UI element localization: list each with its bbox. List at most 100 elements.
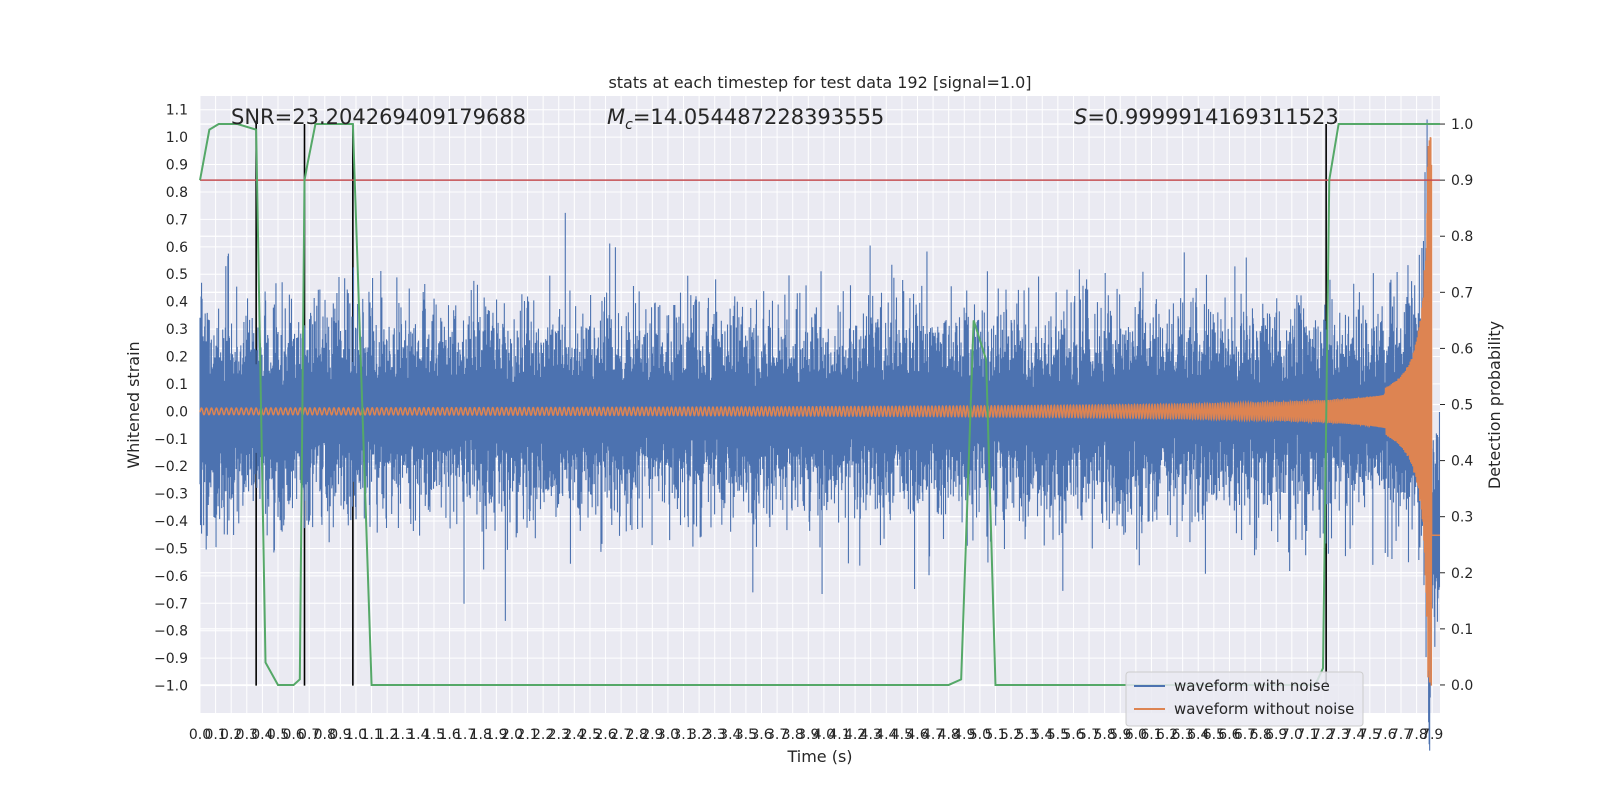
x-tick-label: 0.0 [189, 727, 211, 743]
s-value: =0.9999914169311523 [1087, 105, 1338, 129]
x-tick-label: 1.4 [407, 727, 429, 743]
x-tick-label: 3.3 [704, 727, 726, 743]
y-tick-label: −0.2 [154, 459, 188, 475]
x-tick-label: 1.9 [485, 727, 507, 743]
series-waveform-without-noise [199, 137, 1440, 686]
y-tick-label: −0.7 [154, 596, 188, 612]
x-tick-label: 1.7 [454, 727, 476, 743]
snr-annotation: SNR=23.204269409179688 [231, 105, 526, 129]
x-tick-label: 7.4 [1343, 727, 1365, 743]
x-tick-label: 0.3 [236, 727, 258, 743]
x-tick-label: 5.1 [984, 727, 1006, 743]
s-symbol: S [1074, 105, 1087, 129]
y-tick-label: 1.1 [166, 103, 188, 119]
right-y-tick-label: 0.4 [1451, 454, 1473, 470]
mc-subscript: c [625, 117, 633, 133]
right-y-tick-label: 0.3 [1451, 510, 1473, 526]
x-tick-label: 4.6 [906, 727, 928, 743]
x-tick-label: 3.8 [782, 727, 804, 743]
x-tick-label: 5.0 [969, 727, 991, 743]
chirp-mass-annotation: Mc=14.054487228393555 [607, 105, 884, 133]
x-tick-label: 2.5 [579, 727, 601, 743]
y-tick-label: −0.3 [154, 487, 188, 503]
right-y-tick-label: 0.0 [1451, 678, 1473, 694]
x-tick-label: 4.7 [922, 727, 944, 743]
x-tick-label: 6.8 [1249, 727, 1271, 743]
y-tick-label: −0.6 [154, 569, 188, 585]
y-tick-label: −1.0 [154, 679, 188, 695]
x-tick-label: 5.2 [1000, 727, 1022, 743]
x-tick-label: 4.4 [875, 727, 897, 743]
x-tick-label: 7.2 [1312, 727, 1334, 743]
y-tick-label: 0.4 [166, 295, 188, 311]
x-tick-label: 1.5 [423, 727, 445, 743]
mc-value: =14.054487228393555 [633, 105, 884, 129]
x-tick-label: 7.0 [1281, 727, 1303, 743]
x-tick-label: 0.7 [298, 727, 320, 743]
right-y-axis-label: Detection probability [1485, 321, 1504, 489]
x-tick-label: 3.4 [719, 727, 741, 743]
x-tick-label: 6.9 [1265, 727, 1287, 743]
x-tick-label: 4.3 [860, 727, 882, 743]
y-tick-label: 1.0 [166, 130, 188, 146]
y-tick-label: 0.6 [166, 240, 188, 256]
right-y-tick-label: 0.8 [1451, 229, 1473, 245]
x-tick-label: 2.3 [548, 727, 570, 743]
x-tick-label: 7.5 [1359, 727, 1381, 743]
x-tick-label: 7.7 [1390, 727, 1412, 743]
x-tick-label: 6.7 [1234, 727, 1256, 743]
y-axis-label: Whitened strain [124, 341, 143, 468]
x-tick-label: 7.6 [1374, 727, 1396, 743]
y-tick-label: 0.9 [166, 158, 188, 174]
x-tick-label: 1.3 [392, 727, 414, 743]
x-tick-label: 2.0 [501, 727, 523, 743]
x-tick-label: 3.6 [750, 727, 772, 743]
x-tick-label: 6.2 [1156, 727, 1178, 743]
y-tick-label: −0.8 [154, 624, 188, 640]
x-tick-label: 0.1 [204, 727, 226, 743]
x-tick-label: 5.8 [1094, 727, 1116, 743]
x-tick-label: 4.1 [828, 727, 850, 743]
x-tick-label: 6.0 [1125, 727, 1147, 743]
legend-label-clean: waveform without noise [1174, 700, 1354, 718]
x-tick-label: 1.8 [470, 727, 492, 743]
x-tick-label: 0.2 [220, 727, 242, 743]
x-tick-label: 7.1 [1296, 727, 1318, 743]
mc-symbol: M [607, 105, 625, 129]
right-y-tick-label: 1.0 [1451, 117, 1473, 133]
x-tick-label: 4.5 [891, 727, 913, 743]
y-tick-label: 0.7 [166, 212, 188, 228]
y-tick-label: −0.4 [154, 514, 188, 530]
x-tick-label: 0.5 [267, 727, 289, 743]
x-tick-label: 3.7 [766, 727, 788, 743]
x-tick-label: 7.8 [1405, 727, 1427, 743]
x-tick-label: 5.9 [1109, 727, 1131, 743]
x-tick-label: 2.7 [610, 727, 632, 743]
x-tick-label: 4.9 [953, 727, 975, 743]
x-tick-label: 6.4 [1187, 727, 1209, 743]
y-tick-label: 0.2 [166, 350, 188, 366]
x-tick-label: 1.0 [345, 727, 367, 743]
x-tick-label: 3.0 [657, 727, 679, 743]
x-tick-label: 3.5 [735, 727, 757, 743]
x-tick-label: 0.8 [314, 727, 336, 743]
x-tick-label: 1.2 [376, 727, 398, 743]
right-y-tick-labels: 1.0 0.9 0.8 0.7 0.6 0.5 0.4 0.3 0.2 0.1 0.0 [1440, 117, 1473, 694]
x-tick-label: 2.2 [532, 727, 554, 743]
x-tick-label: 2.6 [594, 727, 616, 743]
right-y-tick-label: 0.6 [1451, 341, 1473, 357]
y-tick-labels: 1.1 1.0 0.9 0.8 0.7 0.6 0.5 0.4 0.3 0.2 0.1 0.0 −0.1… [154, 103, 188, 695]
y-tick-label: −0.5 [154, 541, 188, 557]
x-tick-label: 6.3 [1172, 727, 1194, 743]
x-tick-label: 3.9 [797, 727, 819, 743]
x-tick-label: 4.8 [938, 727, 960, 743]
x-tick-label: 4.0 [813, 727, 835, 743]
legend-label-noisy: waveform with noise [1174, 677, 1330, 695]
x-tick-label: 0.4 [251, 727, 273, 743]
x-tick-label: 6.1 [1140, 727, 1162, 743]
right-y-tick-label: 0.7 [1451, 285, 1473, 301]
legend: waveform with noise waveform without noi… [1125, 671, 1364, 727]
legend-box [1125, 671, 1364, 727]
score-annotation: S=0.9999914169311523 [1074, 105, 1339, 129]
x-tick-label: 5.3 [1016, 727, 1038, 743]
